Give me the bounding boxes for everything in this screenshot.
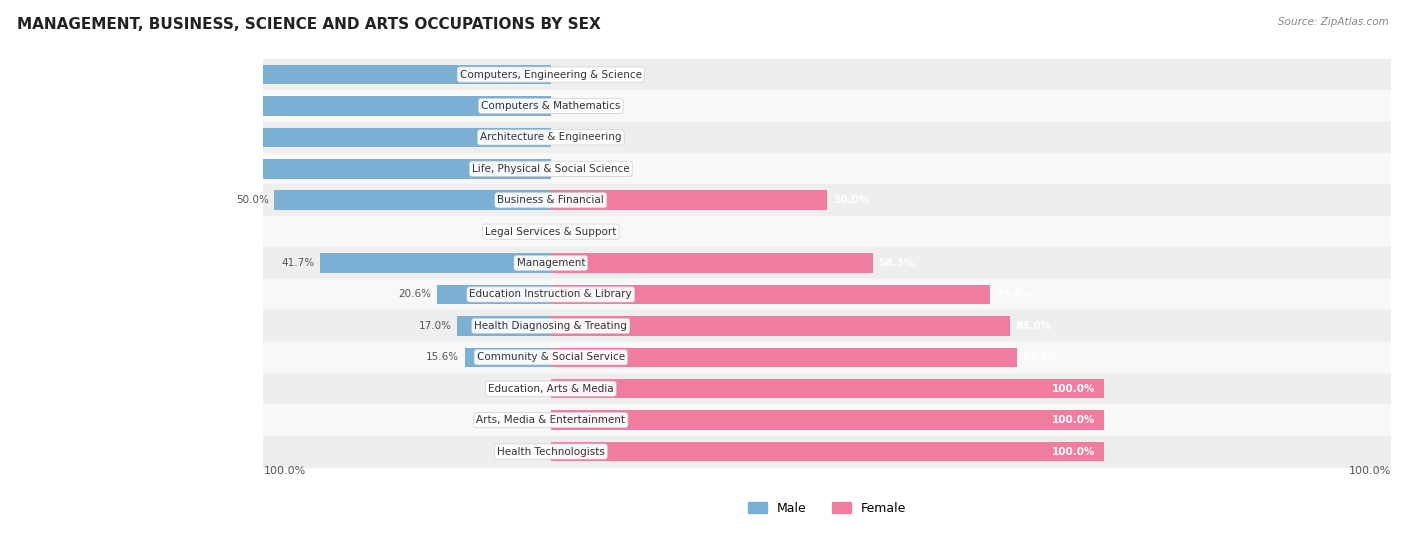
Text: 58.3%: 58.3%: [879, 258, 915, 268]
Text: 0.0%: 0.0%: [557, 164, 582, 174]
Text: 100.0%: 100.0%: [1348, 466, 1391, 476]
Text: MANAGEMENT, BUSINESS, SCIENCE AND ARTS OCCUPATIONS BY SEX: MANAGEMENT, BUSINESS, SCIENCE AND ARTS O…: [17, 17, 600, 32]
Text: 41.7%: 41.7%: [281, 258, 315, 268]
Bar: [263, 247, 1391, 279]
Text: 50.0%: 50.0%: [832, 195, 869, 205]
Bar: [263, 90, 1391, 122]
Text: 50.0%: 50.0%: [236, 195, 269, 205]
Bar: [551, 285, 990, 304]
Bar: [263, 279, 1391, 310]
Text: 0.0%: 0.0%: [519, 226, 546, 236]
Bar: [0, 127, 551, 147]
Text: 100.0%: 100.0%: [7, 132, 49, 143]
Text: 100.0%: 100.0%: [1052, 383, 1095, 394]
Bar: [274, 191, 551, 210]
Bar: [437, 285, 551, 304]
Text: Legal Services & Support: Legal Services & Support: [485, 226, 616, 236]
Text: 83.0%: 83.0%: [1015, 321, 1052, 331]
Bar: [263, 404, 1391, 436]
Text: 0.0%: 0.0%: [557, 226, 582, 236]
Text: 79.4%: 79.4%: [995, 290, 1032, 300]
Text: 0.0%: 0.0%: [557, 69, 582, 79]
Text: Community & Social Service: Community & Social Service: [477, 352, 624, 362]
Text: 100.0%: 100.0%: [1052, 447, 1095, 457]
Bar: [457, 316, 551, 335]
Bar: [551, 442, 1104, 461]
Bar: [0, 159, 551, 178]
Text: 100.0%: 100.0%: [7, 101, 49, 111]
Text: Health Technologists: Health Technologists: [496, 447, 605, 457]
Legend: Male, Female: Male, Female: [744, 497, 911, 520]
Text: 20.6%: 20.6%: [398, 290, 432, 300]
Text: 84.4%: 84.4%: [1022, 352, 1059, 362]
Bar: [0, 65, 551, 84]
Text: Management: Management: [516, 258, 585, 268]
Text: 0.0%: 0.0%: [557, 132, 582, 143]
Text: Computers, Engineering & Science: Computers, Engineering & Science: [460, 69, 641, 79]
Bar: [263, 216, 1391, 247]
Bar: [263, 122, 1391, 153]
Text: Architecture & Engineering: Architecture & Engineering: [479, 132, 621, 143]
Bar: [551, 316, 1010, 335]
Text: 100.0%: 100.0%: [7, 164, 49, 174]
Bar: [263, 373, 1391, 404]
Text: 0.0%: 0.0%: [519, 415, 546, 425]
Bar: [263, 59, 1391, 90]
Text: 100.0%: 100.0%: [1052, 415, 1095, 425]
Text: 100.0%: 100.0%: [7, 69, 49, 79]
Bar: [551, 410, 1104, 430]
Text: 0.0%: 0.0%: [557, 101, 582, 111]
Bar: [263, 310, 1391, 342]
Text: Source: ZipAtlas.com: Source: ZipAtlas.com: [1278, 17, 1389, 27]
Text: Education, Arts & Media: Education, Arts & Media: [488, 383, 613, 394]
Bar: [263, 436, 1391, 467]
Text: 17.0%: 17.0%: [419, 321, 451, 331]
Text: 100.0%: 100.0%: [263, 466, 305, 476]
Bar: [464, 348, 551, 367]
Bar: [551, 379, 1104, 399]
Text: Health Diagnosing & Treating: Health Diagnosing & Treating: [474, 321, 627, 331]
Text: Business & Financial: Business & Financial: [498, 195, 605, 205]
Bar: [263, 153, 1391, 184]
Text: Education Instruction & Library: Education Instruction & Library: [470, 290, 633, 300]
Text: Computers & Mathematics: Computers & Mathematics: [481, 101, 620, 111]
Bar: [551, 253, 873, 273]
Bar: [551, 348, 1018, 367]
Text: 0.0%: 0.0%: [519, 447, 546, 457]
Text: Arts, Media & Entertainment: Arts, Media & Entertainment: [477, 415, 626, 425]
Text: 15.6%: 15.6%: [426, 352, 458, 362]
Bar: [0, 96, 551, 116]
Bar: [263, 184, 1391, 216]
Text: Life, Physical & Social Science: Life, Physical & Social Science: [472, 164, 630, 174]
Bar: [263, 342, 1391, 373]
Bar: [551, 191, 827, 210]
Bar: [321, 253, 551, 273]
Text: 0.0%: 0.0%: [519, 383, 546, 394]
